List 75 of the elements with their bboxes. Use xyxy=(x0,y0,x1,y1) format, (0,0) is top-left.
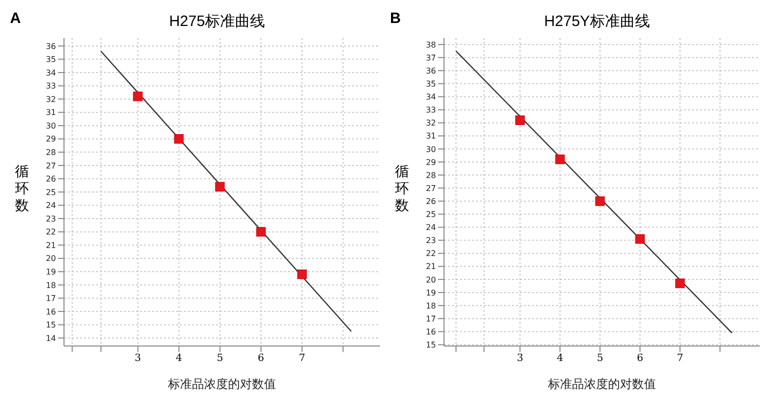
point xyxy=(675,278,685,288)
x-tick-label: 7 xyxy=(298,353,306,364)
y-tick-label: 18 xyxy=(46,280,56,290)
y-tick-label: 36 xyxy=(426,66,436,76)
y-tick-label: 24 xyxy=(426,223,436,232)
y-tick-label: 26 xyxy=(426,196,436,206)
y-tick-label: 31 xyxy=(426,132,436,141)
y-tick-label: 27 xyxy=(426,184,436,193)
chart-title: H275标准曲线 xyxy=(168,12,266,31)
y-tick-label: 15 xyxy=(426,340,436,350)
point xyxy=(133,92,143,102)
y-tick-label: 28 xyxy=(426,170,436,180)
y-tick-label: 23 xyxy=(426,236,436,246)
y-tick-label: 30 xyxy=(426,144,436,154)
y-tick-label: 30 xyxy=(46,121,56,130)
y-tick-label: 26 xyxy=(46,174,56,184)
y-tick-label: 32 xyxy=(426,118,436,128)
y-tick-label: 21 xyxy=(426,262,436,272)
y-tick-label: 37 xyxy=(426,53,436,62)
y-tick-label: 17 xyxy=(46,294,56,304)
point xyxy=(215,182,225,192)
y-tick-label: 15 xyxy=(46,320,56,330)
y-tick-label: 16 xyxy=(46,307,56,316)
y-tick-label: 19 xyxy=(426,288,436,298)
y-tick-label: 20 xyxy=(46,254,56,264)
y-tick-label: 38 xyxy=(426,40,436,50)
y-tick-label: 33 xyxy=(46,82,56,91)
y-axis-title: 循环数 xyxy=(395,164,409,214)
x-tick-label: 6 xyxy=(258,353,264,364)
point xyxy=(635,234,645,244)
point xyxy=(515,115,525,125)
y-tick-label: 20 xyxy=(426,275,436,284)
x-tick-label: 5 xyxy=(216,353,224,364)
y-tick-label: 29 xyxy=(426,158,436,167)
x-tick-label: 5 xyxy=(596,353,604,364)
y-tick-label: 16 xyxy=(426,327,436,336)
x-tick-label: 7 xyxy=(676,353,684,364)
x-tick-label: 3 xyxy=(134,353,142,364)
y-axis-title: 循环数 xyxy=(15,164,29,214)
y-tick-label: 36 xyxy=(46,42,56,51)
y-tick-label: 22 xyxy=(46,228,56,237)
y-tick-label: 27 xyxy=(46,161,56,170)
y-tick-label: 34 xyxy=(426,92,436,102)
y-tick-label: 14 xyxy=(46,334,56,343)
point xyxy=(174,134,184,144)
y-tick-label: 17 xyxy=(426,314,436,324)
point xyxy=(595,196,605,206)
y-tick-label: 18 xyxy=(426,301,436,310)
y-tick-label: 25 xyxy=(426,210,436,220)
y-tick-label: 29 xyxy=(46,134,56,144)
x-tick-label: 3 xyxy=(516,353,524,364)
point xyxy=(555,154,565,164)
point xyxy=(297,270,307,280)
x-axis-title: 标准品浓度的对数值 xyxy=(547,377,656,391)
y-tick-label: 35 xyxy=(426,80,436,89)
text: A xyxy=(10,10,21,27)
x-tick-label: 4 xyxy=(556,353,564,364)
x-tick-label: 4 xyxy=(176,353,182,364)
chart-title: H275Y标准曲线 xyxy=(543,12,651,31)
y-tick-label: 22 xyxy=(426,249,436,258)
point xyxy=(256,227,266,237)
y-tick-label: 35 xyxy=(46,55,56,64)
y-tick-label: 24 xyxy=(46,201,56,210)
x-axis-title: 标准品浓度的对数值 xyxy=(167,377,276,391)
x-tick-label: 6 xyxy=(636,353,644,364)
text: B xyxy=(390,10,401,27)
y-tick-label: 32 xyxy=(46,94,56,104)
y-tick-label: 31 xyxy=(46,108,56,118)
y-tick-label: 21 xyxy=(46,240,56,250)
y-tick-label: 33 xyxy=(426,106,436,115)
y-tick-label: 23 xyxy=(46,214,56,224)
y-tick-label: 25 xyxy=(46,188,56,197)
y-tick-label: 34 xyxy=(46,68,56,78)
y-tick-label: 28 xyxy=(46,148,56,158)
y-tick-label: 19 xyxy=(46,267,56,276)
